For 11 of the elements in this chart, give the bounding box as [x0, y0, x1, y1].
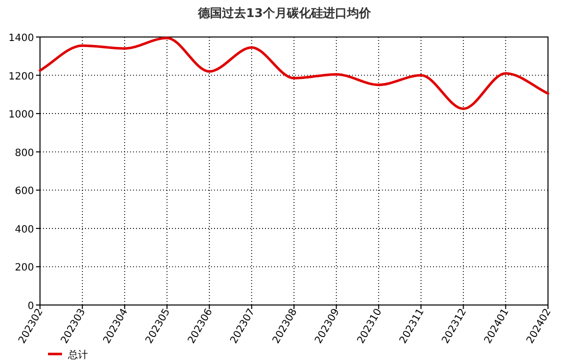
legend-label: 总计: [67, 349, 88, 361]
y-tick-label: 1400: [8, 33, 34, 44]
y-tick-label: 1000: [8, 110, 34, 121]
chart-title: 德国过去13个月碳化硅进口均价: [197, 6, 372, 20]
line-series: [38, 36, 550, 110]
y-tick-label: 400: [14, 224, 34, 236]
y-tick-label: 200: [14, 262, 34, 274]
y-tick-label: 1200: [8, 71, 34, 82]
y-tick-label: 0: [28, 301, 34, 312]
y-tick-label: 600: [14, 186, 34, 198]
y-tick-label: 800: [14, 148, 34, 159]
